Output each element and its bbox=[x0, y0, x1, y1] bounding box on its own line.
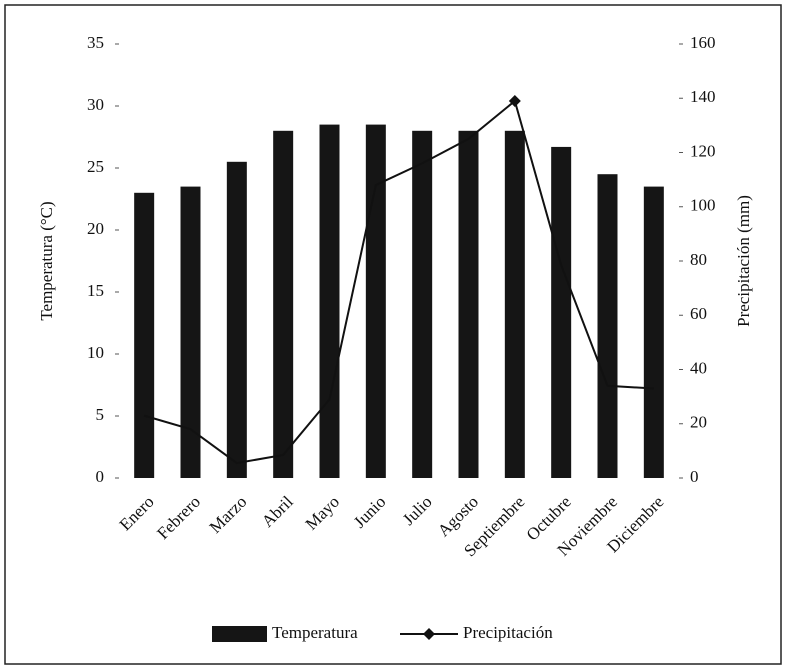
x-tick-label: Febrero bbox=[153, 492, 204, 543]
x-tick-label: Marzo bbox=[206, 492, 251, 537]
bar bbox=[643, 186, 664, 478]
y2-tick-label: 0 bbox=[690, 467, 699, 486]
legend-marker bbox=[423, 628, 435, 640]
x-tick-label: Julio bbox=[399, 492, 436, 529]
y-tick-label: 30 bbox=[87, 95, 104, 114]
bar bbox=[226, 161, 247, 479]
bar bbox=[180, 186, 201, 478]
line-marker bbox=[508, 94, 521, 107]
legend-swatch bbox=[212, 626, 267, 642]
chart-frame bbox=[4, 4, 782, 665]
y2-tick-label: 100 bbox=[690, 196, 716, 215]
x-tick-label: Abril bbox=[258, 492, 297, 531]
bar bbox=[319, 124, 340, 478]
x-tick-label: Enero bbox=[116, 492, 158, 534]
y-tick-label: 5 bbox=[96, 405, 105, 424]
y-tick-label: 15 bbox=[87, 281, 104, 300]
bar bbox=[365, 124, 386, 478]
y-axis-label: Temperatura (°C) bbox=[37, 201, 56, 320]
bar bbox=[597, 174, 618, 478]
bar bbox=[412, 130, 433, 479]
y2-tick-label: 40 bbox=[690, 358, 707, 377]
bar bbox=[134, 192, 155, 479]
bar bbox=[551, 146, 572, 479]
y2-tick-label: 20 bbox=[690, 413, 707, 432]
y-tick-label: 20 bbox=[87, 219, 104, 238]
y2-tick-label: 140 bbox=[690, 87, 716, 106]
bar bbox=[273, 130, 294, 479]
bar bbox=[458, 130, 479, 479]
bar bbox=[504, 130, 525, 479]
x-tick-label: Junio bbox=[350, 492, 389, 531]
y2-axis-label: Precipitación (mm) bbox=[734, 195, 753, 327]
y-tick-label: 10 bbox=[87, 343, 104, 362]
y2-tick-label: 120 bbox=[690, 141, 716, 160]
y2-tick-label: 60 bbox=[690, 304, 707, 323]
y-tick-label: 35 bbox=[87, 33, 104, 52]
y2-tick-label: 80 bbox=[690, 250, 707, 269]
y-tick-label: 0 bbox=[96, 467, 105, 486]
y-tick-label: 25 bbox=[87, 157, 104, 176]
line bbox=[143, 99, 654, 465]
x-tick-label: Mayo bbox=[302, 492, 343, 533]
legend-label: Precipitación bbox=[463, 623, 553, 642]
legend-label: Temperatura bbox=[272, 623, 358, 642]
y2-tick-label: 160 bbox=[690, 33, 716, 52]
